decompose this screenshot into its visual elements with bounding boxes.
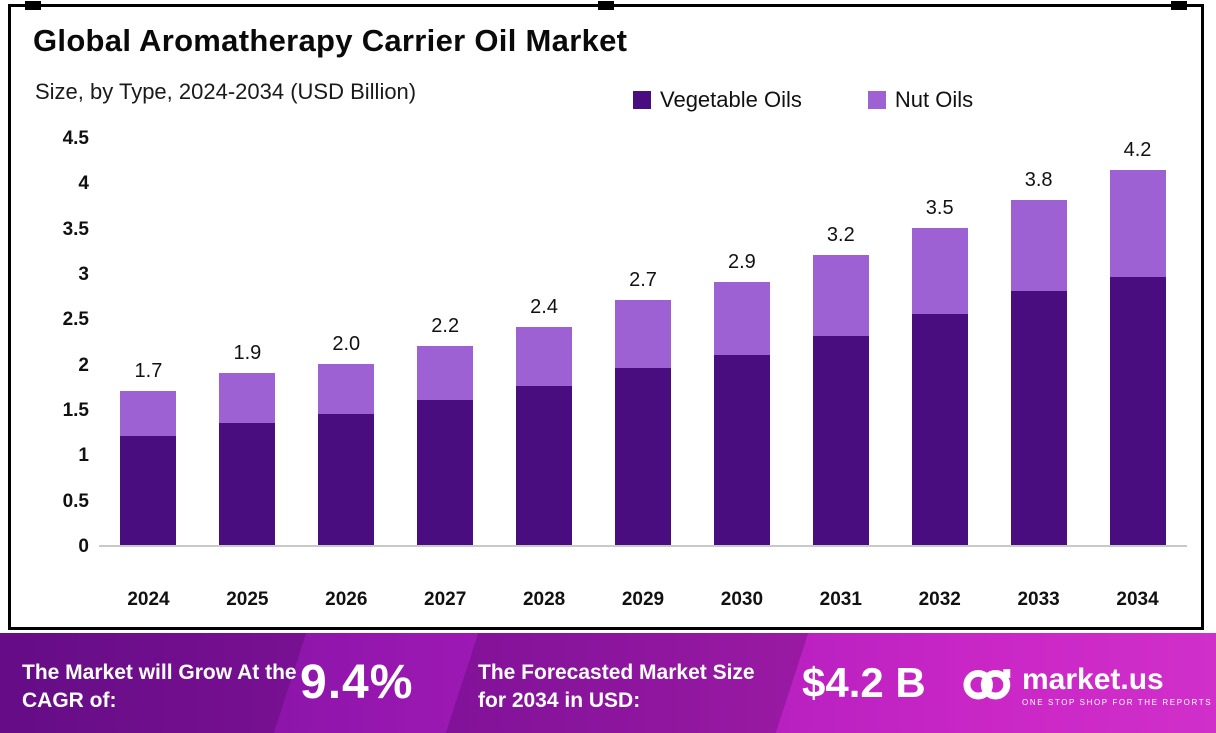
legend-item-vegetable-oils: Vegetable Oils bbox=[633, 87, 802, 113]
legend-label: Nut Oils bbox=[894, 87, 974, 112]
y-tick-label: 1.5 bbox=[62, 400, 89, 421]
bar-total-label: 3.8 bbox=[1024, 169, 1053, 192]
cagr-label: The Market will Grow At the CAGR of: bbox=[22, 661, 297, 713]
border-accent-right bbox=[1171, 1, 1187, 10]
x-axis-label: 2033 bbox=[1017, 589, 1060, 610]
brand-text: market.us ONE STOP SHOP FOR THE REPORTS bbox=[1022, 664, 1212, 708]
bar-segment-vegetable-oils bbox=[516, 386, 573, 545]
legend-swatch-nut-oils bbox=[867, 91, 886, 109]
y-tick-label: 3 bbox=[78, 264, 89, 285]
y-tick-label: 4 bbox=[78, 173, 89, 195]
forecast-label: The Forecasted Market Size for 2034 in U… bbox=[478, 661, 755, 713]
bar-total-label: 2.4 bbox=[530, 296, 558, 319]
x-axis-label: 2025 bbox=[226, 589, 269, 610]
bar-column-2026: 2.0 bbox=[297, 139, 396, 545]
chart-legend: Vegetable Oils Nut Oils bbox=[633, 87, 973, 113]
bar-column-2031: 3.2 bbox=[791, 139, 890, 545]
bar-segment-vegetable-oils bbox=[614, 368, 671, 545]
bar-total-label: 4.2 bbox=[1123, 139, 1152, 161]
bar-segment-nut-oils bbox=[318, 363, 375, 414]
bar-total-label: 2.2 bbox=[431, 314, 460, 337]
bar-total-label: 3.5 bbox=[925, 196, 954, 219]
bar-total-label: 2.0 bbox=[332, 332, 361, 355]
bar-segment-nut-oils bbox=[614, 300, 671, 369]
bar-segment-nut-oils bbox=[911, 227, 968, 314]
x-axis-label: 2031 bbox=[819, 589, 862, 610]
y-tick-label: 2.5 bbox=[62, 309, 89, 331]
bar-segment-nut-oils bbox=[1010, 200, 1067, 292]
bar-total-label: 2.7 bbox=[629, 269, 657, 292]
plot-area: 1.7 1.9 2.0 2.2 2.4 2.7 2.9 3.2 3.5 3.8 4.2 bbox=[99, 139, 1187, 547]
bar-column-2028: 2.4 bbox=[495, 139, 594, 545]
y-axis: 0 0.5 1 1.5 2 2.5 3 3.5 4 4.5 bbox=[23, 128, 89, 557]
bar-segment-vegetable-oils bbox=[120, 436, 177, 545]
bar-segment-vegetable-oils bbox=[318, 413, 375, 545]
legend-label: Vegetable Oils bbox=[660, 87, 802, 112]
legend-swatch-vegetable-oils bbox=[633, 91, 651, 109]
border-accent-left bbox=[25, 1, 41, 10]
bars-row: 1.7 1.9 2.0 2.2 2.4 2.7 2.9 3.2 3.5 3.8 4.2 bbox=[99, 139, 1187, 545]
bar-column-2030: 2.9 bbox=[692, 139, 791, 545]
marketus-logo-icon bbox=[960, 657, 1012, 714]
x-axis-label: 2028 bbox=[522, 589, 566, 610]
bar-segment-vegetable-oils bbox=[812, 336, 869, 545]
bar-segment-vegetable-oils bbox=[1010, 291, 1067, 545]
brand-tagline: ONE STOP SHOP FOR THE REPORTS bbox=[1022, 698, 1213, 708]
y-tick-label: 4.5 bbox=[62, 128, 89, 149]
y-tick-label: 1 bbox=[78, 445, 89, 467]
bar-segment-vegetable-oils bbox=[417, 399, 474, 545]
bar-segment-nut-oils bbox=[120, 390, 177, 437]
x-axis-row: 2024 2025 2026 2027 2028 2029 2030 2031 2032 2033… bbox=[99, 567, 1187, 611]
bar-column-2032: 3.5 bbox=[890, 139, 989, 545]
y-tick-label: 3.5 bbox=[62, 218, 89, 240]
bar-segment-nut-oils bbox=[516, 327, 573, 387]
x-axis-label: 2030 bbox=[720, 589, 764, 610]
bar-column-2025: 1.9 bbox=[198, 139, 297, 545]
footer-banner: The Market will Grow At the CAGR of: 9.4… bbox=[0, 633, 1216, 733]
bar-column-2029: 2.7 bbox=[594, 139, 693, 545]
x-axis-label: 2026 bbox=[325, 589, 368, 610]
bar-total-label: 1.9 bbox=[233, 341, 262, 364]
cagr-value: 9.4% bbox=[300, 656, 414, 709]
bar-segment-nut-oils bbox=[219, 372, 276, 423]
bar-column-2024: 1.7 bbox=[99, 139, 198, 545]
bar-segment-vegetable-oils bbox=[911, 313, 968, 545]
brand-block: market.us ONE STOP SHOP FOR THE REPORTS bbox=[960, 657, 1212, 714]
y-tick-label: 2 bbox=[78, 354, 89, 376]
bar-column-2033: 3.8 bbox=[989, 139, 1088, 545]
bar-total-label: 1.7 bbox=[134, 359, 163, 382]
chart-card: Global Aromatherapy Carrier Oil Market S… bbox=[8, 1, 1204, 630]
x-axis-label: 2032 bbox=[918, 589, 961, 610]
page-title: Global Aromatherapy Carrier Oil Market bbox=[33, 23, 628, 58]
bar-segment-vegetable-oils bbox=[1109, 277, 1166, 545]
chart-subtitle: Size, by Type, 2024-2034 (USD Billion) bbox=[35, 79, 417, 104]
brand-name: market.us bbox=[1022, 662, 1164, 696]
bar-segment-vegetable-oils bbox=[713, 354, 770, 545]
x-axis-label: 2024 bbox=[127, 589, 170, 610]
y-tick-label: 0 bbox=[78, 536, 89, 557]
bar-segment-nut-oils bbox=[713, 282, 770, 355]
legend-item-nut-oils: Nut Oils bbox=[867, 87, 974, 113]
bar-column-2034: 4.2 bbox=[1088, 139, 1187, 545]
x-axis-label: 2034 bbox=[1116, 589, 1159, 610]
bar-segment-nut-oils bbox=[812, 254, 869, 337]
bar-total-label: 2.9 bbox=[727, 251, 756, 274]
bar-column-2027: 2.2 bbox=[396, 139, 495, 545]
forecast-value: $4.2 B bbox=[802, 659, 926, 706]
bar-segment-vegetable-oils bbox=[219, 422, 276, 545]
bar-segment-nut-oils bbox=[417, 345, 474, 400]
bar-total-label: 3.2 bbox=[826, 223, 855, 246]
y-tick-label: 0.5 bbox=[62, 490, 89, 512]
x-axis-label: 2027 bbox=[424, 589, 467, 610]
x-axis-label: 2029 bbox=[621, 589, 665, 610]
bar-segment-nut-oils bbox=[1109, 170, 1166, 278]
border-accent-center bbox=[598, 1, 614, 10]
